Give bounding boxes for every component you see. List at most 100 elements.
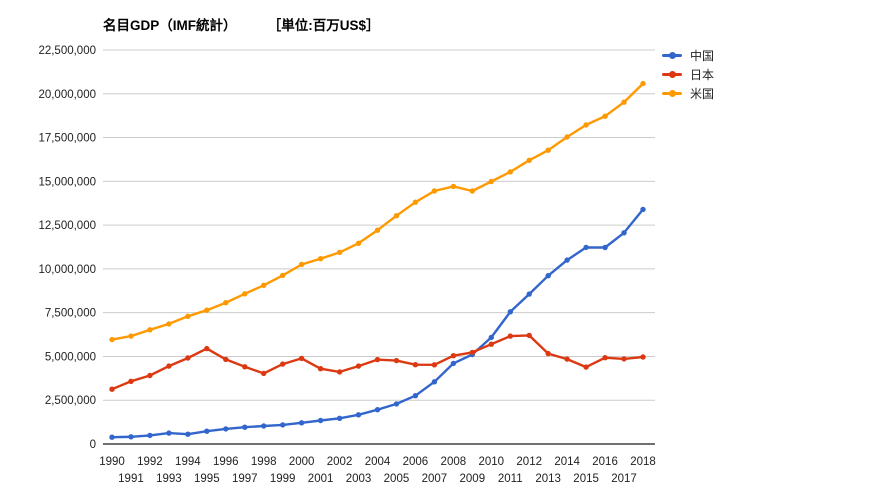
x-tick-label: 2014	[554, 456, 580, 468]
x-tick-label: 2002	[327, 456, 353, 468]
y-tick-label: 5,000,000	[45, 351, 96, 363]
legend-point-marker-japan	[668, 71, 676, 78]
data-point-china	[147, 432, 153, 439]
y-tick-label: 12,500,000	[38, 220, 96, 232]
x-tick-label: 2015	[573, 473, 599, 485]
data-point-usa	[242, 291, 248, 297]
data-point-usa	[507, 169, 513, 175]
data-point-usa	[147, 327, 153, 333]
x-tick-label: 2000	[289, 456, 315, 468]
data-point-usa	[450, 183, 457, 190]
data-point-china	[545, 273, 551, 279]
x-tick-label: 2008	[441, 456, 467, 468]
data-point-china	[204, 428, 210, 434]
chart-legend: 中国 日本 米国	[662, 46, 714, 103]
x-tick-label: 2011	[498, 473, 523, 485]
x-tick-label: 1994	[175, 456, 201, 468]
data-point-japan	[128, 378, 134, 384]
data-point-china	[450, 360, 457, 367]
data-point-china	[488, 334, 494, 341]
y-tick-label: 15,000,000	[38, 176, 96, 188]
data-point-japan	[450, 353, 457, 359]
x-tick-label: 2001	[308, 473, 334, 485]
x-tick-label: 1996	[213, 456, 239, 468]
data-point-china	[393, 401, 400, 407]
series-line-usa	[110, 82, 645, 341]
x-tick-label: 2012	[516, 456, 542, 468]
data-point-japan	[602, 355, 608, 361]
x-tick-label: 1991	[118, 473, 144, 485]
y-tick-label: 7,500,000	[45, 308, 96, 320]
data-point-japan	[583, 364, 589, 370]
data-point-usa	[374, 227, 381, 233]
data-point-japan	[223, 356, 229, 363]
y-tick-label: 22,500,000	[38, 45, 96, 57]
data-point-china	[261, 423, 267, 429]
data-point-usa	[109, 336, 115, 343]
x-tick-label: 2009	[460, 473, 486, 485]
data-point-japan	[507, 333, 513, 339]
data-point-japan	[242, 364, 248, 370]
x-tick-label: 2013	[535, 473, 561, 485]
x-tick-label: 2010	[478, 456, 504, 468]
x-tick-label: 2018	[630, 456, 656, 468]
data-point-china	[242, 424, 248, 430]
data-point-usa	[185, 313, 191, 319]
x-tick-label: 1999	[270, 473, 296, 485]
x-tick-label: 1992	[137, 456, 163, 468]
series-line-china	[110, 208, 645, 439]
data-point-china	[317, 417, 324, 424]
data-point-china	[583, 244, 589, 251]
x-tick-label: 1993	[156, 473, 182, 485]
data-point-japan	[393, 357, 400, 364]
data-point-usa	[166, 321, 172, 327]
x-tick-label: 2007	[422, 473, 448, 485]
legend-point-marker-usa	[668, 90, 676, 97]
data-point-japan	[564, 356, 570, 362]
y-tick-label: 20,000,000	[38, 89, 96, 101]
data-point-china	[374, 407, 381, 413]
data-point-japan	[109, 386, 115, 392]
data-point-china	[128, 434, 134, 440]
data-point-usa	[488, 178, 494, 185]
data-point-usa	[223, 300, 229, 306]
data-point-usa	[431, 188, 438, 194]
legend-label-china: 中国	[690, 49, 715, 63]
data-point-china	[431, 379, 438, 385]
legend-line-marker-china	[662, 52, 682, 59]
y-tick-label: 0	[90, 439, 96, 451]
x-tick-label: 2016	[592, 456, 618, 468]
chart-unit-label: ［単位:百万US$］	[274, 18, 380, 33]
data-point-japan	[488, 341, 494, 347]
data-point-usa	[602, 113, 608, 119]
data-point-usa	[564, 134, 570, 140]
x-tick-label: 2004	[365, 456, 391, 468]
x-tick-label: 2005	[384, 473, 410, 485]
data-point-usa	[261, 282, 267, 288]
data-point-china	[355, 412, 362, 418]
data-point-usa	[128, 333, 134, 339]
legend-label-usa: 米国	[690, 87, 715, 101]
y-tick-label: 10,000,000	[38, 264, 96, 276]
data-point-china	[412, 393, 419, 399]
data-point-japan	[147, 372, 153, 379]
legend-item-china: 中国	[662, 46, 714, 65]
data-point-japan	[166, 363, 172, 369]
y-tick-label: 17,500,000	[38, 133, 96, 145]
data-point-usa	[621, 99, 627, 105]
data-point-japan	[431, 362, 438, 368]
data-point-japan	[545, 350, 551, 357]
data-point-usa	[526, 157, 532, 163]
data-point-japan	[621, 356, 627, 362]
y-tick-label: 2,500,000	[45, 395, 96, 407]
legend-line-marker-japan	[662, 71, 682, 78]
data-point-china	[640, 206, 646, 213]
data-point-usa	[545, 147, 551, 153]
data-point-usa	[298, 261, 305, 268]
legend-label-japan: 日本	[690, 68, 715, 82]
chart-title: 名目GDP（IMF統計） ［単位:百万US$］	[103, 14, 380, 34]
legend-line-marker-usa	[662, 90, 682, 97]
data-point-china	[621, 230, 627, 236]
data-point-china	[109, 434, 115, 440]
